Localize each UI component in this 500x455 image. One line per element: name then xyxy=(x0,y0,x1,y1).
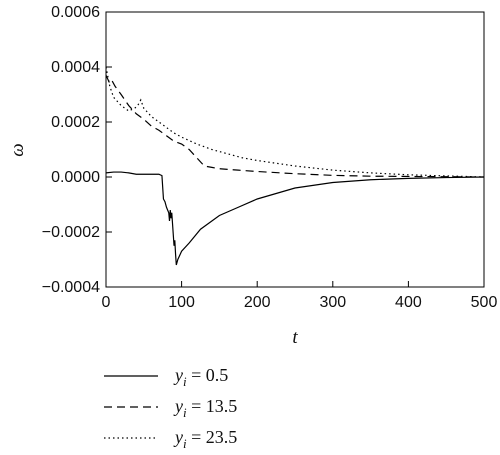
x-axis: 0 100 200 300 400 500 xyxy=(102,281,498,311)
legend-label: yi = 23.5 xyxy=(173,427,237,451)
plot-area xyxy=(105,11,485,288)
legend-label: yi = 13.5 xyxy=(173,396,237,420)
y-tick-label: 0.0004 xyxy=(51,59,100,76)
legend-value: = 13.5 xyxy=(187,396,238,416)
x-tick-label: 0 xyxy=(102,294,111,311)
series-layer xyxy=(105,66,485,266)
legend-var: y xyxy=(173,427,183,447)
legend-var: y xyxy=(173,365,183,385)
x-tick-label: 400 xyxy=(395,294,422,311)
series-line-0 xyxy=(105,171,485,266)
y-tick-label: 0.0006 xyxy=(51,4,100,21)
y-tick-label: 0.0002 xyxy=(51,114,100,131)
y-tick-label: −0.0002 xyxy=(42,224,100,241)
legend-subscript: i xyxy=(183,436,187,451)
legend-value: = 23.5 xyxy=(187,427,238,447)
x-tick-label: 200 xyxy=(244,294,271,311)
legend-label: yi = 0.5 xyxy=(173,365,228,389)
x-tick-label: 500 xyxy=(471,294,498,311)
legend-var: y xyxy=(173,396,183,416)
series-line-1 xyxy=(105,75,485,178)
y-axis: −0.0004 −0.0002 0.0000 0.0002 0.0004 0.0006 xyxy=(42,4,112,296)
y-tick-label: −0.0004 xyxy=(42,279,100,296)
x-axis-label: t xyxy=(292,327,298,348)
x-tick-label: 100 xyxy=(168,294,195,311)
legend-value: = 0.5 xyxy=(187,365,229,385)
y-tick-label: 0.0000 xyxy=(51,169,100,186)
legend: yi = 0.5yi = 13.5yi = 23.5 xyxy=(104,365,237,451)
legend-subscript: i xyxy=(183,374,187,389)
series-line-2 xyxy=(105,66,485,178)
plot-frame xyxy=(105,11,485,288)
y-axis-label: ω xyxy=(7,143,28,156)
legend-subscript: i xyxy=(183,405,187,420)
x-tick-label: 300 xyxy=(319,294,346,311)
